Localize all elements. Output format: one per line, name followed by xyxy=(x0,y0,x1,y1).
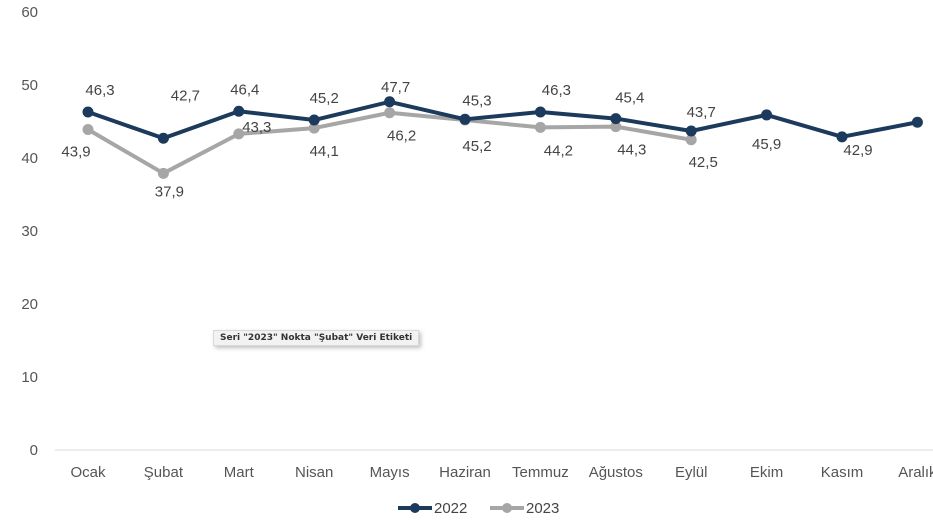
data-label-2022: 42,9 xyxy=(843,142,872,159)
data-label-2022: 46,3 xyxy=(542,82,571,99)
legend-label: 2022 xyxy=(434,500,467,517)
y-tick-label: 20 xyxy=(21,296,38,313)
data-point-2023 xyxy=(157,167,169,179)
y-tick-label: 50 xyxy=(21,77,38,94)
x-tick-label: Haziran xyxy=(439,464,491,481)
x-tick-label: Temmuz xyxy=(512,464,569,481)
data-point-2023 xyxy=(534,121,546,133)
data-point-2022 xyxy=(534,106,546,118)
data-label-2023: 44,2 xyxy=(544,142,573,159)
y-tick-label: 40 xyxy=(21,150,38,167)
y-tick-label: 10 xyxy=(21,369,38,386)
x-tick-label: Mart xyxy=(224,464,255,481)
legend-swatch-marker xyxy=(502,503,512,513)
data-point-2022 xyxy=(233,105,245,117)
data-point-2022 xyxy=(610,113,622,125)
data-point-2022 xyxy=(308,114,320,126)
data-point-2022 xyxy=(836,131,848,143)
legend-label: 2023 xyxy=(526,500,559,517)
data-label-2022: 47,7 xyxy=(381,79,410,96)
data-label-2023: 42,5 xyxy=(689,154,718,171)
x-tick-label: Nisan xyxy=(295,464,333,481)
data-label-2022: 46,3 xyxy=(85,82,114,99)
data-label-2023: 44,3 xyxy=(617,142,646,159)
data-point-2023 xyxy=(233,128,245,140)
data-label-2022: 45,2 xyxy=(310,90,339,107)
data-label-2022: 42,7 xyxy=(171,87,200,104)
x-tick-label: Ocak xyxy=(70,464,106,481)
legend-swatch-marker xyxy=(410,503,420,513)
series-line-2022 xyxy=(86,99,920,141)
data-label-2023: 45,2 xyxy=(462,138,491,155)
data-point-2023 xyxy=(308,122,320,134)
data-point-2022 xyxy=(384,96,396,108)
data-label-2023: 37,9 xyxy=(155,183,184,200)
data-label-2023: 43,3 xyxy=(242,119,271,136)
data-label-2022: 46,4 xyxy=(230,81,259,98)
data-label-2022: 43,7 xyxy=(687,104,716,121)
x-tick-label: Ağustos xyxy=(589,464,643,481)
data-point-2023 xyxy=(685,134,697,146)
x-tick-label: Mayıs xyxy=(370,464,410,481)
x-tick-label: Aralık xyxy=(898,464,933,481)
data-label-2022: 45,3 xyxy=(462,92,491,109)
x-tick-label: Eylül xyxy=(675,464,708,481)
data-label-2023: 46,2 xyxy=(387,128,416,145)
data-point-2022 xyxy=(82,106,94,118)
data-point-2022 xyxy=(911,116,923,128)
data-point-2023 xyxy=(384,107,396,119)
data-point-2022 xyxy=(685,125,697,137)
data-label-2023: 43,9 xyxy=(61,144,90,161)
data-label-tooltip: Seri "2023" Nokta "Şubat" Veri Etiketi xyxy=(213,330,420,346)
y-tick-label: 30 xyxy=(21,223,38,240)
y-tick-label: 0 xyxy=(30,442,38,459)
data-label-2022: 45,9 xyxy=(752,136,781,153)
data-point-2023 xyxy=(610,121,622,133)
data-label-2023: 44,1 xyxy=(310,143,339,160)
data-label-2022: 45,4 xyxy=(615,90,644,107)
data-point-2022 xyxy=(459,113,471,125)
data-point-2022 xyxy=(761,109,773,121)
y-tick-label: 60 xyxy=(21,4,38,21)
data-point-2022 xyxy=(157,132,169,144)
x-tick-label: Ekim xyxy=(750,464,783,481)
x-tick-label: Kasım xyxy=(821,464,864,481)
data-point-2023 xyxy=(82,124,94,136)
x-tick-label: Şubat xyxy=(144,464,184,481)
